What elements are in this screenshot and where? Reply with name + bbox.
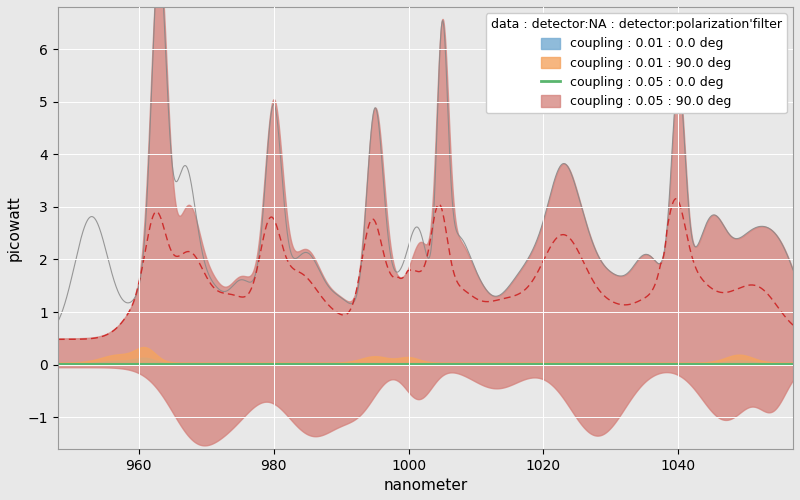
coupling : 0.05 : 0.0 deg: (960, 0.005): 0.05 : 0.0 deg: (960, 0.005) — [137, 362, 146, 368]
coupling : 0.05 : 0.0 deg: (1.05e+03, 0.005): 0.05 : 0.0 deg: (1.05e+03, 0.005) — [774, 362, 783, 368]
Y-axis label: picowatt: picowatt — [7, 195, 22, 260]
coupling : 0.05 : 0.0 deg: (990, 0.005): 0.05 : 0.0 deg: (990, 0.005) — [335, 362, 345, 368]
Legend: coupling : 0.01 : 0.0 deg, coupling : 0.01 : 90.0 deg, coupling : 0.05 : 0.0 deg: coupling : 0.01 : 0.0 deg, coupling : 0.… — [486, 13, 787, 113]
X-axis label: nanometer: nanometer — [383, 478, 467, 493]
coupling : 0.05 : 0.0 deg: (995, 0.005): 0.05 : 0.0 deg: (995, 0.005) — [366, 362, 376, 368]
coupling : 0.05 : 0.0 deg: (967, 0.005): 0.05 : 0.0 deg: (967, 0.005) — [181, 362, 190, 368]
coupling : 0.05 : 0.0 deg: (1.06e+03, 0.005): 0.05 : 0.0 deg: (1.06e+03, 0.005) — [788, 362, 798, 368]
coupling : 0.05 : 0.0 deg: (1.04e+03, 0.005): 0.05 : 0.0 deg: (1.04e+03, 0.005) — [694, 362, 704, 368]
coupling : 0.05 : 0.0 deg: (948, 0.005): 0.05 : 0.0 deg: (948, 0.005) — [53, 362, 62, 368]
